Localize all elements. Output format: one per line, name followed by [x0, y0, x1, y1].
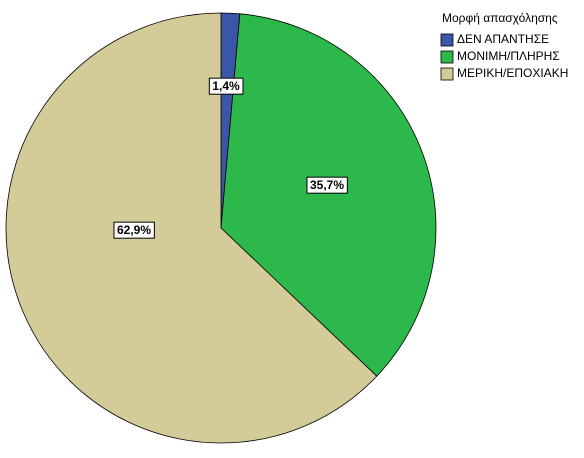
- label-box: [306, 176, 348, 194]
- pie-slice: [5, 12, 378, 444]
- data-label: 35,7%: [310, 178, 344, 192]
- legend-swatch: [440, 50, 454, 64]
- legend-label: ΜΕΡΙΚΗ/ΕΠΟΧΙΑΚΗ: [457, 66, 568, 80]
- legend-label: ΔΕΝ ΑΠΑΝΤΗΣΕ: [457, 32, 549, 46]
- label-box: [208, 77, 244, 95]
- legend-swatch: [440, 33, 454, 47]
- legend-label: ΜΟΝΙΜΗ/ΠΛΗΡΗΣ: [457, 49, 560, 63]
- label-box: [113, 221, 155, 239]
- data-label: 62,9%: [117, 223, 151, 237]
- legend-title: Μορφή απασχόλησης: [442, 11, 558, 25]
- data-label: 1,4%: [212, 79, 240, 93]
- legend-swatch: [440, 67, 454, 81]
- pie-slice: [220, 13, 437, 377]
